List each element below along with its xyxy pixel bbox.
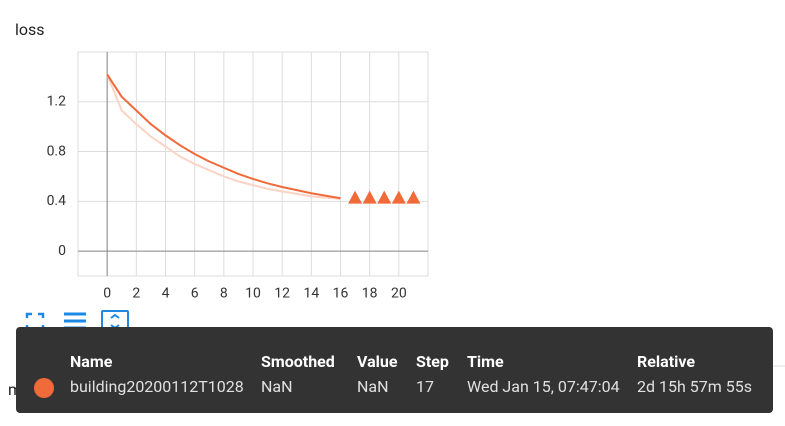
x-tick-label: 14 [303, 286, 319, 302]
tooltip-cell: building20200112T1028 [70, 377, 244, 396]
tooltip-cell: 2d 15h 57m 55s [637, 377, 752, 396]
tooltip: Name Smoothed Value Step Time Relative buildin… [16, 327, 773, 413]
x-tick-label: 6 [191, 286, 199, 302]
tooltip-background [16, 327, 773, 413]
nan-marker [406, 190, 421, 204]
x-tick-label: 10 [245, 286, 261, 302]
tooltip-cell: NaN [357, 377, 389, 396]
x-tick-label: 18 [362, 286, 378, 302]
fullscreen-button[interactable] [25, 312, 45, 331]
loss-line [106, 73, 341, 200]
tooltip-header: Smoothed [261, 352, 335, 371]
tooltip-cell: NaN [261, 377, 293, 396]
y-tick-label: 0 [58, 243, 66, 259]
tooltip-header: Relative [637, 352, 695, 371]
nan-marker [377, 190, 392, 204]
x-tick-label: 16 [333, 286, 349, 302]
x-tick-label: 2 [132, 286, 140, 302]
run-color-dot [34, 378, 54, 398]
nan-marker [391, 190, 406, 204]
tooltip-header: Value [357, 352, 398, 371]
x-tick-label: 4 [162, 286, 170, 302]
y-tick-label: 0.8 [47, 143, 67, 159]
loss-line [106, 74, 341, 200]
x-tick-label: 8 [220, 286, 228, 302]
tooltip-cell: Wed Jan 15, 07:47:04 [467, 377, 620, 396]
x-tick-label: 20 [391, 286, 407, 302]
nan-marker [348, 190, 363, 204]
x-tick-label: 0 [103, 286, 111, 302]
plot: 0 2 4 6 8 10 12 14 16 18 20 0 0.4 0.8 1.2 [47, 51, 429, 302]
tooltip-header: Name [70, 352, 113, 371]
tooltip-header: Step [416, 352, 449, 371]
toggle-log-button[interactable] [64, 312, 86, 330]
y-tick-label: 1.2 [47, 93, 67, 109]
nan-marker [362, 190, 377, 204]
x-tick-label: 12 [274, 286, 290, 302]
tooltip-header: Time [467, 352, 504, 371]
tooltip-cell: 17 [416, 377, 434, 396]
y-tick-label: 0.4 [47, 193, 67, 209]
card-title: loss [15, 20, 45, 39]
